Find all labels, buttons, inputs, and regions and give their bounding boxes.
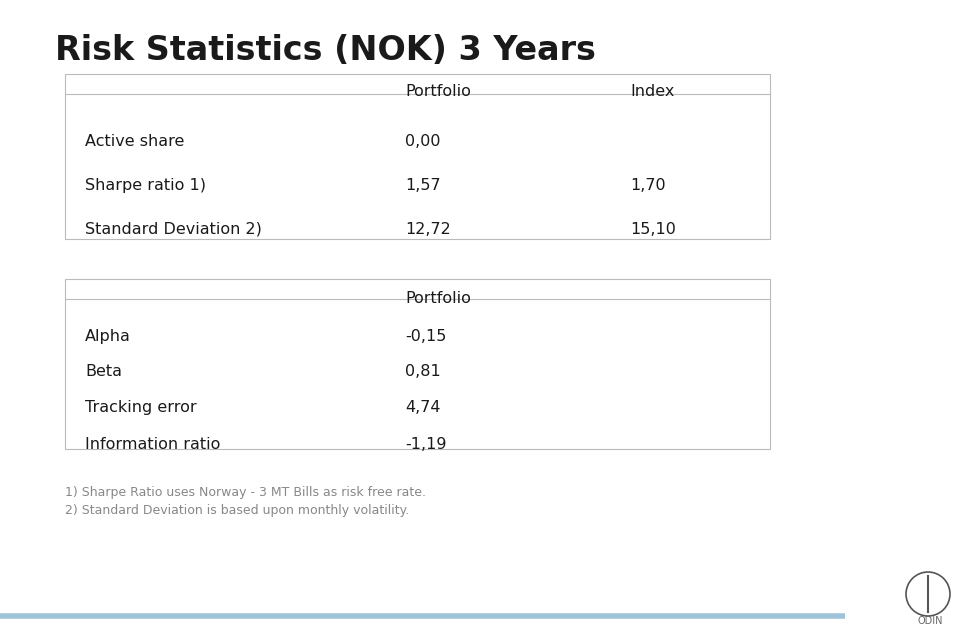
Text: Tracking error: Tracking error bbox=[85, 400, 197, 415]
Bar bbox=[65, 74, 770, 239]
Text: Active share: Active share bbox=[85, 134, 184, 149]
Text: Standard Deviation 2): Standard Deviation 2) bbox=[85, 222, 262, 237]
Text: Alpha: Alpha bbox=[85, 329, 131, 344]
Text: Information ratio: Information ratio bbox=[85, 437, 221, 452]
Text: 4,74: 4,74 bbox=[405, 400, 441, 415]
Text: -0,15: -0,15 bbox=[405, 329, 446, 344]
Text: Portfolio: Portfolio bbox=[405, 291, 470, 306]
Text: 1,57: 1,57 bbox=[405, 178, 441, 193]
Text: 1,70: 1,70 bbox=[630, 178, 665, 193]
Text: 1) Sharpe Ratio uses Norway - 3 MT Bills as risk free rate.: 1) Sharpe Ratio uses Norway - 3 MT Bills… bbox=[65, 486, 426, 499]
Text: 15,10: 15,10 bbox=[630, 222, 676, 237]
Text: 0,00: 0,00 bbox=[405, 134, 441, 149]
Text: 12,72: 12,72 bbox=[405, 222, 451, 237]
Text: Portfolio: Portfolio bbox=[405, 84, 470, 99]
Text: Sharpe ratio 1): Sharpe ratio 1) bbox=[85, 178, 206, 193]
Text: Risk Statistics (NOK) 3 Years: Risk Statistics (NOK) 3 Years bbox=[55, 34, 596, 67]
Text: ODIN: ODIN bbox=[917, 616, 943, 626]
Text: -1,19: -1,19 bbox=[405, 437, 446, 452]
Bar bbox=[65, 279, 770, 449]
Text: Beta: Beta bbox=[85, 364, 122, 379]
Text: 2) Standard Deviation is based upon monthly volatility.: 2) Standard Deviation is based upon mont… bbox=[65, 504, 409, 517]
Text: 0,81: 0,81 bbox=[405, 364, 441, 379]
Text: Index: Index bbox=[630, 84, 674, 99]
